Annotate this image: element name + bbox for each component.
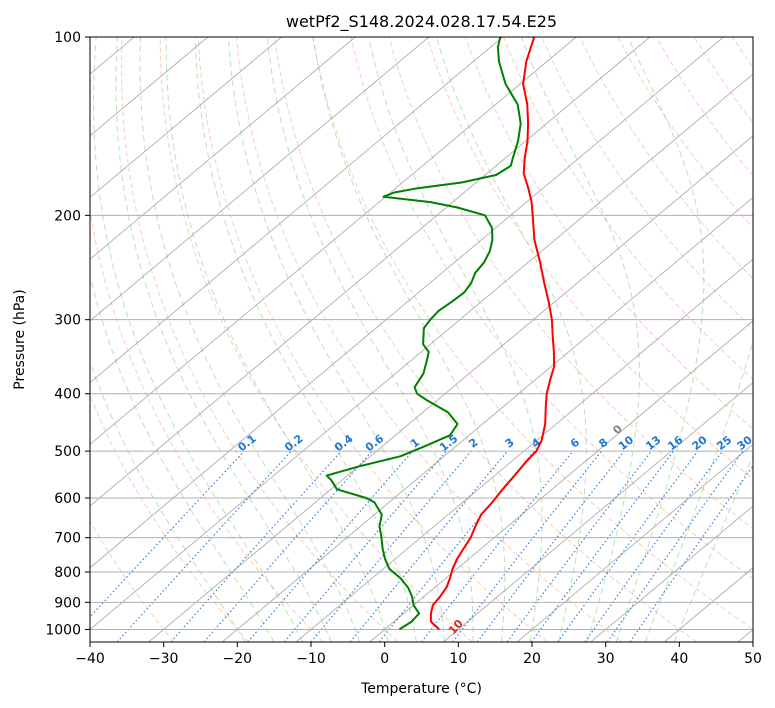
plot-frame [89, 36, 754, 643]
x-tick-label: 50 [744, 651, 762, 667]
dry-adiabat-line [197, 37, 548, 642]
moist-adiabat-line [115, 37, 332, 642]
y-tick-label: 600 [54, 491, 81, 507]
moist-adiabat-line [266, 37, 474, 642]
y-tick-label: 500 [54, 444, 81, 460]
y-tick-label: 900 [54, 595, 81, 611]
mixing-ratio-line [557, 450, 699, 642]
mixing-ratio-line [203, 450, 373, 642]
mixing-ratio-line [116, 450, 292, 642]
isotherm-line [222, 196, 753, 642]
mixing-ratio-label: 30 [735, 433, 755, 453]
x-tick-label: 10 [449, 651, 467, 667]
y-axis-label: Pressure (hPa) [12, 289, 28, 389]
moist-adiabat-line [436, 37, 587, 642]
y-tick-label: 400 [54, 387, 81, 403]
mixing-ratio-line [506, 450, 652, 642]
x-tick-label: −30 [149, 651, 179, 667]
isotherm-line [90, 37, 503, 384]
mixing-ratio-line [420, 450, 574, 642]
x-tick-label: −10 [296, 651, 326, 667]
isotherm-line [443, 382, 753, 642]
isotherm-line [369, 320, 753, 642]
profile-series [325, 37, 556, 631]
dry-adiabat-line [503, 37, 753, 380]
dry-adiabat-line [120, 37, 399, 642]
mixing-ratio-line [310, 450, 472, 642]
x-tick-label: 40 [670, 651, 688, 667]
y-tick-label: 200 [54, 208, 81, 224]
isotherm-line [90, 37, 577, 445]
mixing-ratio-line [530, 450, 675, 642]
y-tick-label: 300 [54, 313, 81, 329]
x-tick-label: −20 [223, 651, 253, 667]
isotherm-line [90, 37, 430, 322]
dewpoint-profile-line [325, 37, 522, 631]
moist-adiabat-line [368, 37, 543, 642]
moist-adiabat-line [615, 37, 705, 642]
y-tick-label: 800 [54, 565, 81, 581]
moist-adiabat-line [139, 37, 361, 642]
x-axis-label: Temperature (°C) [360, 681, 482, 697]
moist-adiabat-line [90, 360, 246, 642]
isotherm-line [90, 37, 724, 569]
moist-adiabat-line [312, 37, 506, 642]
isotherm-line [90, 73, 753, 631]
background-lines [90, 37, 753, 642]
mixing-ratio-line [584, 450, 723, 642]
x-tick-label: 30 [597, 651, 615, 667]
mixing-ratio-line [606, 450, 744, 642]
mixing-ratio-line [629, 465, 753, 642]
moist-adiabat-line [228, 37, 446, 642]
y-tick-label: 100 [54, 30, 81, 46]
chart-title: wetPf2_S148.2024.028.17.54.E25 [286, 12, 557, 32]
dry-adiabat-line [426, 37, 753, 480]
x-axis: −40 −30 −20 −10 0 10 20 30 40 50 [75, 642, 762, 667]
mixing-ratio-line [283, 450, 447, 642]
dry-adiabat-line [350, 37, 753, 580]
isotherm-line [90, 37, 282, 199]
mixing-ratio-line [476, 450, 625, 642]
isotherm-line [90, 37, 651, 507]
mixing-ratio-line [378, 450, 535, 642]
isotherm-line [590, 505, 753, 642]
dry-adiabat-line [274, 37, 697, 642]
dry-adiabat-line [235, 37, 623, 642]
dry-adiabat-line [90, 394, 249, 642]
y-axis: 100 200 300 400 500 600 700 800 900 1000 [45, 30, 90, 638]
pressure-gridlines [90, 37, 753, 630]
x-tick-label: 0 [380, 651, 389, 667]
mixing-ratio-line [90, 450, 245, 618]
moist-adiabat-line [165, 37, 389, 642]
moist-adiabat-line [93, 37, 304, 642]
x-tick-label: 20 [523, 651, 541, 667]
y-tick-label: 700 [54, 531, 81, 547]
moist-adiabat-line [194, 37, 417, 642]
moist-adiabat-line [90, 273, 275, 642]
mixing-ratio-line [349, 450, 508, 642]
dry-adiabat-line [90, 207, 324, 642]
y-tick-label: 1000 [45, 622, 81, 638]
dry-adiabat-line [312, 37, 753, 631]
mixing-ratio-line [170, 450, 342, 642]
isotherm-line [516, 443, 753, 642]
isotherm-line [295, 258, 753, 642]
moist-adiabat-line [520, 37, 640, 642]
temperature-profile-line [429, 37, 556, 631]
isotherm-line [148, 135, 753, 642]
x-tick-label: −40 [75, 651, 105, 667]
isotherm-line [90, 37, 356, 260]
